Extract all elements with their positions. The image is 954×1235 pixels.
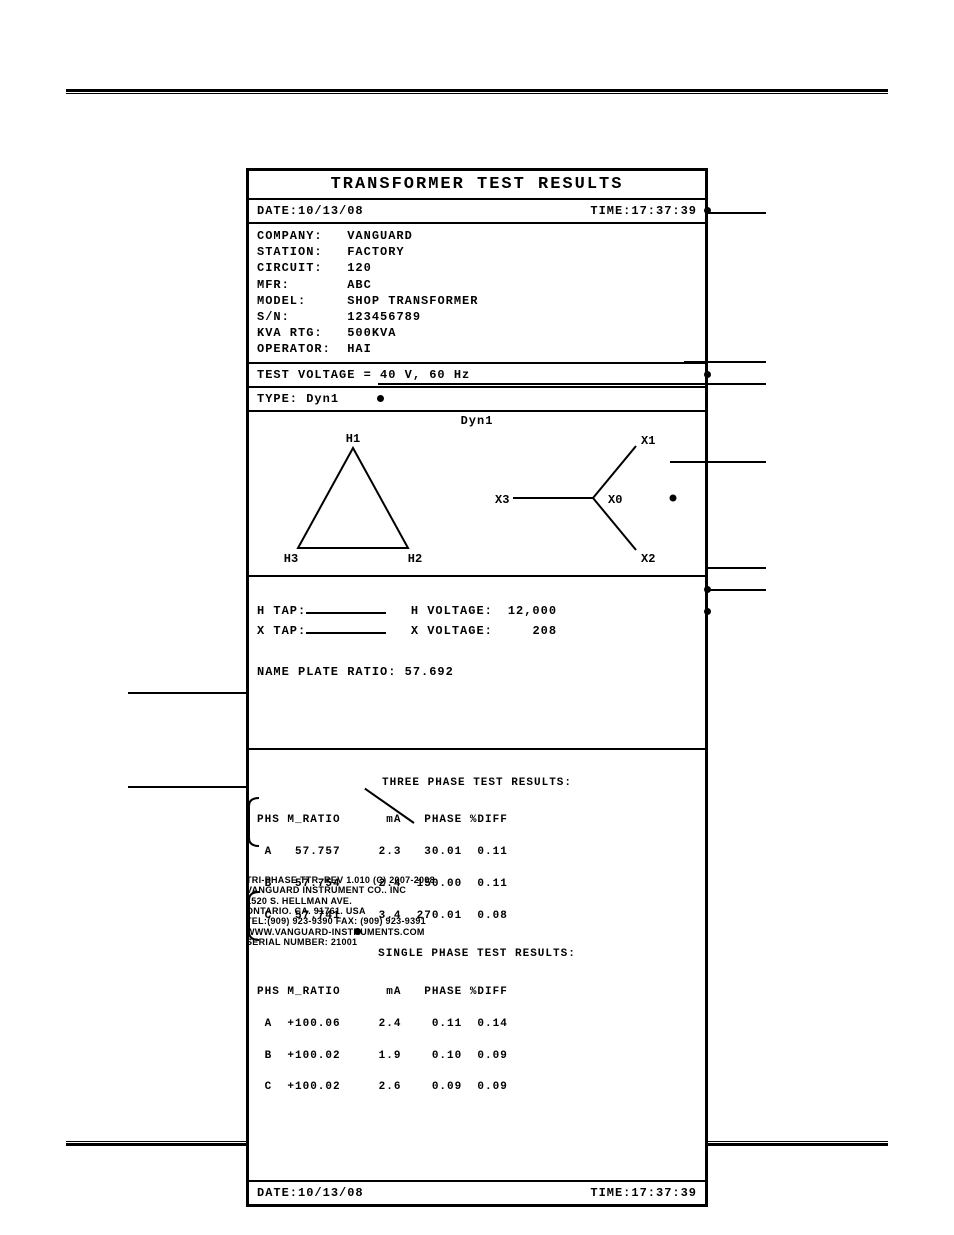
footer-line: 1520 S. HELLMAN AVE. <box>246 896 708 906</box>
h-tap-label: H TAP: <box>257 604 306 618</box>
footer-line: ONTARIO. CA. 91761. USA <box>246 906 708 916</box>
callout-marker <box>704 371 711 378</box>
header-datetime-row: DATE: 10/13/08 TIME:17:37:39 <box>249 200 705 224</box>
top-horizontal-rule <box>66 89 888 94</box>
footer-date: 10/13/08 <box>298 1186 364 1200</box>
callout-line <box>706 567 766 569</box>
x-voltage-value: 208 <box>501 621 557 641</box>
x3-label: X3 <box>495 493 509 507</box>
x-voltage-label: X VOLTAGE: <box>411 624 493 638</box>
meta-mfr: MFR: ABC <box>257 277 697 293</box>
header-time: 17:37:39 <box>631 204 697 218</box>
metadata-block: COMPANY: VANGUARD STATION: FACTORY CIRCU… <box>249 224 705 364</box>
footer-line: SERIAL NUMBER: 21001 <box>246 937 708 947</box>
header-date: 10/13/08 <box>298 204 364 218</box>
three-phase-heading: THREE PHASE TEST RESULTS: <box>257 776 697 792</box>
h3-label: H3 <box>284 552 298 566</box>
table-row: A +100.06 2.4 0.11 0.14 <box>257 1017 697 1033</box>
meta-model: MODEL: SHOP TRANSFORMER <box>257 293 697 309</box>
table-row: B +100.02 1.9 0.10 0.09 <box>257 1049 697 1065</box>
results-columns: PHS M_RATIO mA PHASE %DIFF <box>257 813 697 829</box>
callout-line <box>128 786 248 788</box>
h-tap-blank <box>306 603 386 614</box>
tap-voltage-block: H TAP: H VOLTAGE: 12,000 X TAP: X VOLTAG… <box>249 577 705 750</box>
footer-datetime-row: DATE: 10/13/08 TIME:17:37:39 <box>249 1182 705 1204</box>
results-block: THREE PHASE TEST RESULTS: PHS M_RATIO mA… <box>249 750 705 1182</box>
callout-line <box>706 589 766 591</box>
footer-line: TRI-PHASE TTR. REV 1.010 (C) 2007-2008 <box>246 875 708 885</box>
callout-line <box>128 692 248 694</box>
results-columns: PHS M_RATIO mA PHASE %DIFF <box>257 985 697 1001</box>
test-voltage-text: TEST VOLTAGE = 40 V, 60 Hz <box>257 368 470 382</box>
x2-label: X2 <box>641 552 655 566</box>
h-voltage-value: 12,000 <box>501 601 557 621</box>
footer-time-label: TIME: <box>590 1186 631 1200</box>
report-title: TRANSFORMER TEST RESULTS <box>249 171 705 200</box>
x0-label: X0 <box>608 493 622 507</box>
table-row: C +100.02 2.6 0.09 0.09 <box>257 1080 697 1096</box>
meta-kva: KVA RTG: 500KVA <box>257 325 697 341</box>
footer-line: VANGUARD INSTRUMENT CO.. INC <box>246 885 708 895</box>
single-phase-heading: SINGLE PHASE TEST RESULTS: <box>257 947 697 963</box>
type-row: TYPE: Dyn1 <box>249 388 705 412</box>
callout-line <box>670 461 766 463</box>
callout-marker <box>670 494 677 501</box>
callout-line <box>684 361 766 363</box>
header-time-label: TIME: <box>590 204 631 218</box>
meta-operator: OPERATOR: HAI <box>257 341 697 357</box>
vector-diagram-svg: H1 H3 H2 X0 X3 X1 X2 <box>253 416 699 571</box>
x-tap-label: X TAP: <box>257 624 306 638</box>
x-tap-blank <box>306 623 386 634</box>
type-value: Dyn1 <box>306 392 339 406</box>
h-voltage-label: H VOLTAGE: <box>411 604 493 618</box>
npr-label: NAME PLATE RATIO: <box>257 665 396 679</box>
type-label: TYPE: <box>257 392 298 406</box>
callout-line <box>378 383 766 385</box>
x1-label: X1 <box>641 434 655 448</box>
footer-line: WWW.VANGUARD-INSTRUMENTS.COM <box>246 927 708 937</box>
table-row: A 57.757 2.3 30.01 0.11 <box>257 845 697 861</box>
meta-company: COMPANY: VANGUARD <box>257 228 697 244</box>
meta-station: STATION: FACTORY <box>257 244 697 260</box>
callout-line <box>706 212 766 214</box>
footer-time: 17:37:39 <box>631 1186 697 1200</box>
h1-label: H1 <box>346 432 360 446</box>
footer-date-label: DATE: <box>257 1186 298 1200</box>
header-date-label: DATE: <box>257 204 298 218</box>
h2-label: H2 <box>408 552 422 566</box>
meta-circuit: CIRCUIT: 120 <box>257 260 697 276</box>
dyn1-vector-diagram: Dyn1 H1 H3 H2 X0 X3 X1 X2 <box>249 412 705 577</box>
bracket-three-phase <box>247 796 261 848</box>
callout-marker <box>377 395 384 402</box>
meta-sn: S/N: 123456789 <box>257 309 697 325</box>
npr-value: 57.692 <box>405 665 454 679</box>
printout-footer: TRI-PHASE TTR. REV 1.010 (C) 2007-2008 V… <box>246 875 708 947</box>
footer-line: TEL:(909) 923-9390 FAX: (909) 923-9391 <box>246 916 708 926</box>
callout-marker <box>704 608 711 615</box>
report-printout: TRANSFORMER TEST RESULTS DATE: 10/13/08 … <box>246 168 708 1207</box>
